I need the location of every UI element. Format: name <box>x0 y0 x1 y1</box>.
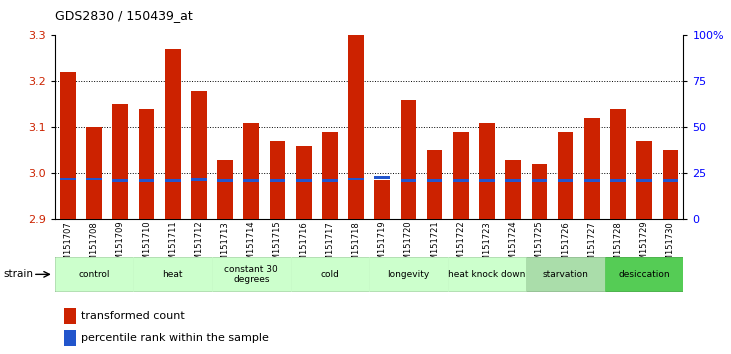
Bar <box>64 330 76 346</box>
Bar <box>60 72 76 219</box>
Bar <box>296 146 311 219</box>
Bar <box>290 257 369 291</box>
Bar <box>113 179 128 182</box>
Bar <box>605 257 683 291</box>
Bar <box>369 257 447 291</box>
Bar <box>55 257 133 291</box>
Bar <box>558 179 573 182</box>
Bar <box>610 179 626 182</box>
Bar <box>296 179 311 182</box>
Bar <box>60 178 76 180</box>
Text: transformed count: transformed count <box>81 311 185 321</box>
Text: cold: cold <box>320 270 339 279</box>
Bar <box>374 176 390 179</box>
Bar <box>531 179 548 182</box>
Bar <box>480 179 495 182</box>
Bar <box>270 179 285 182</box>
Bar <box>427 150 442 219</box>
Bar <box>133 257 212 291</box>
Bar <box>113 104 128 219</box>
Bar <box>610 109 626 219</box>
Bar <box>558 132 573 219</box>
Bar <box>191 91 207 219</box>
Text: GDS2830 / 150439_at: GDS2830 / 150439_at <box>55 9 192 22</box>
Text: heat knock down: heat knock down <box>448 270 526 279</box>
Bar <box>270 141 285 219</box>
Bar <box>401 100 416 219</box>
Bar <box>191 178 207 181</box>
Bar <box>86 178 102 180</box>
Bar <box>636 179 652 182</box>
Bar <box>505 160 521 219</box>
Bar <box>212 257 290 291</box>
Bar <box>322 132 338 219</box>
Bar <box>164 49 181 219</box>
Bar <box>139 109 154 219</box>
Bar <box>427 179 442 182</box>
Bar <box>348 178 364 180</box>
Text: longevity: longevity <box>387 270 430 279</box>
Bar <box>348 35 364 219</box>
Bar <box>505 179 521 182</box>
Bar <box>139 179 154 182</box>
Bar <box>374 181 390 219</box>
Bar <box>164 179 181 182</box>
Bar <box>531 164 548 219</box>
Bar <box>480 123 495 219</box>
Bar <box>217 160 233 219</box>
Text: control: control <box>78 270 110 279</box>
Bar <box>401 179 416 182</box>
Bar <box>217 179 233 182</box>
Bar <box>86 127 102 219</box>
Bar <box>636 141 652 219</box>
Text: constant 30
degrees: constant 30 degrees <box>224 265 279 284</box>
Text: desiccation: desiccation <box>618 270 670 279</box>
Text: strain: strain <box>4 269 34 279</box>
Bar <box>584 118 599 219</box>
Bar <box>322 179 338 182</box>
Bar <box>453 132 469 219</box>
Bar <box>243 179 259 182</box>
Bar <box>453 179 469 182</box>
Bar <box>526 257 605 291</box>
Bar <box>584 179 599 182</box>
Bar <box>243 123 259 219</box>
Text: starvation: starvation <box>542 270 588 279</box>
Bar <box>662 150 678 219</box>
Bar <box>64 308 76 324</box>
Text: percentile rank within the sample: percentile rank within the sample <box>81 333 269 343</box>
Text: heat: heat <box>162 270 183 279</box>
Bar <box>662 179 678 182</box>
Bar <box>447 257 526 291</box>
